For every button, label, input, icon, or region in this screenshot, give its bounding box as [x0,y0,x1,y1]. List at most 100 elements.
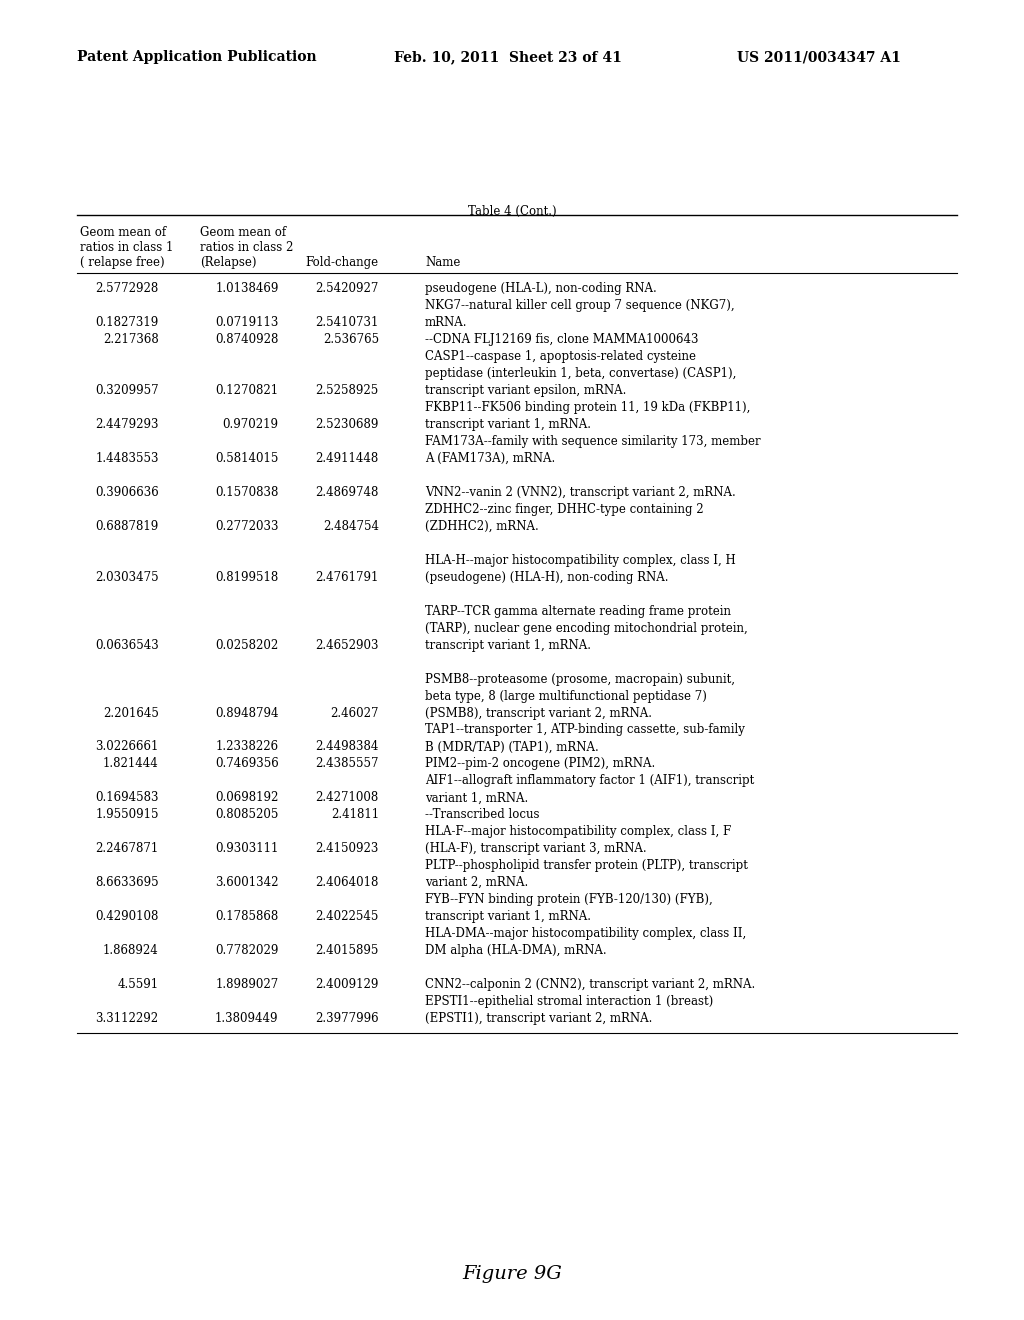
Text: 2.4150923: 2.4150923 [315,842,379,855]
Text: 1.0138469: 1.0138469 [215,282,279,296]
Text: transcript variant epsilon, mRNA.: transcript variant epsilon, mRNA. [425,384,627,397]
Text: Feb. 10, 2011  Sheet 23 of 41: Feb. 10, 2011 Sheet 23 of 41 [394,50,623,65]
Text: AIF1--allograft inflammatory factor 1 (AIF1), transcript: AIF1--allograft inflammatory factor 1 (A… [425,775,755,787]
Text: VNN2--vanin 2 (VNN2), transcript variant 2, mRNA.: VNN2--vanin 2 (VNN2), transcript variant… [425,486,735,499]
Text: 0.6887819: 0.6887819 [95,520,159,533]
Text: 0.970219: 0.970219 [222,418,279,432]
Text: Patent Application Publication: Patent Application Publication [77,50,316,65]
Text: 0.1827319: 0.1827319 [95,317,159,330]
Text: 2.5772928: 2.5772928 [95,282,159,296]
Text: HLA-DMA--major histocompatibility complex, class II,: HLA-DMA--major histocompatibility comple… [425,927,746,940]
Text: 2.4498384: 2.4498384 [315,741,379,754]
Text: (TARP), nuclear gene encoding mitochondrial protein,: (TARP), nuclear gene encoding mitochondr… [425,622,748,635]
Text: 1.3809449: 1.3809449 [215,1012,279,1024]
Text: 0.0636543: 0.0636543 [95,639,159,652]
Text: HLA-F--major histocompatibility complex, class I, F: HLA-F--major histocompatibility complex,… [425,825,731,838]
Text: NKG7--natural killer cell group 7 sequence (NKG7),: NKG7--natural killer cell group 7 sequen… [425,300,734,313]
Text: 2.217368: 2.217368 [103,334,159,346]
Text: 2.484754: 2.484754 [323,520,379,533]
Text: Geom mean of: Geom mean of [80,226,166,239]
Text: 2.4652903: 2.4652903 [315,639,379,652]
Text: peptidase (interleukin 1, beta, convertase) (CASP1),: peptidase (interleukin 1, beta, converta… [425,367,736,380]
Text: 2.5410731: 2.5410731 [315,317,379,330]
Text: 2.4271008: 2.4271008 [315,791,379,804]
Text: 2.4911448: 2.4911448 [315,451,379,465]
Text: Geom mean of: Geom mean of [200,226,286,239]
Text: 0.2772033: 0.2772033 [215,520,279,533]
Text: (EPSTI1), transcript variant 2, mRNA.: (EPSTI1), transcript variant 2, mRNA. [425,1012,652,1024]
Text: 2.41811: 2.41811 [331,808,379,821]
Text: 2.5258925: 2.5258925 [315,384,379,397]
Text: 0.3906636: 0.3906636 [95,486,159,499]
Text: 0.0258202: 0.0258202 [215,639,279,652]
Text: 3.3112292: 3.3112292 [95,1012,159,1024]
Text: 3.6001342: 3.6001342 [215,876,279,890]
Text: 2.201645: 2.201645 [102,706,159,719]
Text: (Relapse): (Relapse) [200,256,256,269]
Text: beta type, 8 (large multifunctional peptidase 7): beta type, 8 (large multifunctional pept… [425,689,707,702]
Text: 2.4015895: 2.4015895 [315,944,379,957]
Text: 0.4290108: 0.4290108 [95,909,159,923]
Text: FKBP11--FK506 binding protein 11, 19 kDa (FKBP11),: FKBP11--FK506 binding protein 11, 19 kDa… [425,401,751,414]
Text: PLTP--phospholipid transfer protein (PLTP), transcript: PLTP--phospholipid transfer protein (PLT… [425,859,748,873]
Text: 1.868924: 1.868924 [103,944,159,957]
Text: (pseudogene) (HLA-H), non-coding RNA.: (pseudogene) (HLA-H), non-coding RNA. [425,570,669,583]
Text: US 2011/0034347 A1: US 2011/0034347 A1 [737,50,901,65]
Text: Fold-change: Fold-change [306,256,379,269]
Text: transcript variant 1, mRNA.: transcript variant 1, mRNA. [425,418,591,432]
Text: ratios in class 1: ratios in class 1 [80,242,173,253]
Text: variant 2, mRNA.: variant 2, mRNA. [425,876,528,890]
Text: 2.3977996: 2.3977996 [315,1012,379,1024]
Text: HLA-H--major histocompatibility complex, class I, H: HLA-H--major histocompatibility complex,… [425,554,735,566]
Text: CNN2--calponin 2 (CNN2), transcript variant 2, mRNA.: CNN2--calponin 2 (CNN2), transcript vari… [425,978,756,991]
Text: --Transcribed locus: --Transcribed locus [425,808,540,821]
Text: 0.3209957: 0.3209957 [95,384,159,397]
Text: transcript variant 1, mRNA.: transcript variant 1, mRNA. [425,909,591,923]
Text: 2.5420927: 2.5420927 [315,282,379,296]
Text: 0.9303111: 0.9303111 [215,842,279,855]
Text: Table 4 (Cont.): Table 4 (Cont.) [468,205,556,218]
Text: 1.821444: 1.821444 [103,758,159,771]
Text: 2.4385557: 2.4385557 [315,758,379,771]
Text: Name: Name [425,256,461,269]
Text: TARP--TCR gamma alternate reading frame protein: TARP--TCR gamma alternate reading frame … [425,605,731,618]
Text: 0.8948794: 0.8948794 [215,706,279,719]
Text: TAP1--transporter 1, ATP-binding cassette, sub-family: TAP1--transporter 1, ATP-binding cassett… [425,723,744,737]
Text: 2.4869748: 2.4869748 [315,486,379,499]
Text: 0.0719113: 0.0719113 [215,317,279,330]
Text: 8.6633695: 8.6633695 [95,876,159,890]
Text: 2.4479293: 2.4479293 [95,418,159,432]
Text: 2.2467871: 2.2467871 [95,842,159,855]
Text: 0.1694583: 0.1694583 [95,791,159,804]
Text: 2.5230689: 2.5230689 [315,418,379,432]
Text: 1.9550915: 1.9550915 [95,808,159,821]
Text: FAM173A--family with sequence similarity 173, member: FAM173A--family with sequence similarity… [425,436,761,447]
Text: variant 1, mRNA.: variant 1, mRNA. [425,791,528,804]
Text: CASP1--caspase 1, apoptosis-related cysteine: CASP1--caspase 1, apoptosis-related cyst… [425,350,696,363]
Text: 2.46027: 2.46027 [331,706,379,719]
Text: 1.8989027: 1.8989027 [215,978,279,991]
Text: 1.4483553: 1.4483553 [95,451,159,465]
Text: (PSMB8), transcript variant 2, mRNA.: (PSMB8), transcript variant 2, mRNA. [425,706,652,719]
Text: A (FAM173A), mRNA.: A (FAM173A), mRNA. [425,451,555,465]
Text: FYB--FYN binding protein (FYB-120/130) (FYB),: FYB--FYN binding protein (FYB-120/130) (… [425,894,713,906]
Text: ZDHHC2--zinc finger, DHHC-type containing 2: ZDHHC2--zinc finger, DHHC-type containin… [425,503,703,516]
Text: 2.4022545: 2.4022545 [315,909,379,923]
Text: 2.4761791: 2.4761791 [315,570,379,583]
Text: --CDNA FLJ12169 fis, clone MAMMA1000643: --CDNA FLJ12169 fis, clone MAMMA1000643 [425,334,698,346]
Text: 0.5814015: 0.5814015 [215,451,279,465]
Text: Figure 9G: Figure 9G [462,1265,562,1283]
Text: 0.7782029: 0.7782029 [215,944,279,957]
Text: 3.0226661: 3.0226661 [95,741,159,754]
Text: DM alpha (HLA-DMA), mRNA.: DM alpha (HLA-DMA), mRNA. [425,944,606,957]
Text: B (MDR/TAP) (TAP1), mRNA.: B (MDR/TAP) (TAP1), mRNA. [425,741,599,754]
Text: transcript variant 1, mRNA.: transcript variant 1, mRNA. [425,639,591,652]
Text: 2.0303475: 2.0303475 [95,570,159,583]
Text: PIM2--pim-2 oncogene (PIM2), mRNA.: PIM2--pim-2 oncogene (PIM2), mRNA. [425,758,655,771]
Text: 0.8085205: 0.8085205 [215,808,279,821]
Text: ratios in class 2: ratios in class 2 [200,242,293,253]
Text: 0.7469356: 0.7469356 [215,758,279,771]
Text: 2.4064018: 2.4064018 [315,876,379,890]
Text: 2.536765: 2.536765 [323,334,379,346]
Text: 0.1270821: 0.1270821 [215,384,279,397]
